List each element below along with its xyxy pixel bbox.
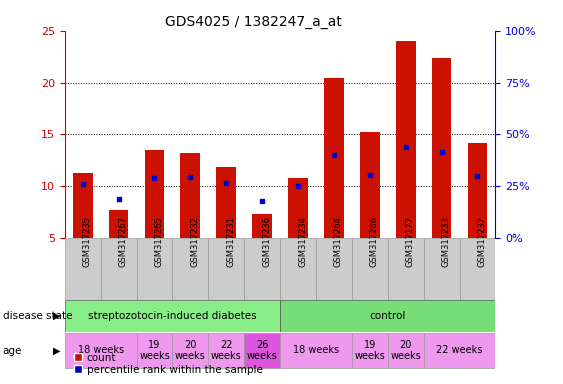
Text: GSM317266: GSM317266	[370, 216, 379, 266]
Bar	[65, 238, 101, 300]
Bar	[424, 238, 459, 300]
Text: ▶: ▶	[53, 311, 61, 321]
Bar	[65, 300, 280, 331]
Bar	[280, 333, 352, 368]
Text: GDS4025 / 1382247_a_at: GDS4025 / 1382247_a_at	[165, 15, 342, 29]
Text: GSM317231: GSM317231	[226, 216, 235, 266]
Text: 19
weeks: 19 weeks	[139, 339, 170, 361]
Text: GSM317177: GSM317177	[406, 216, 415, 266]
Bar	[396, 41, 415, 238]
Bar	[280, 238, 316, 300]
Bar	[172, 333, 208, 368]
Text: GSM317265: GSM317265	[154, 216, 163, 266]
Bar	[324, 78, 344, 238]
Text: 20
weeks: 20 weeks	[390, 339, 421, 361]
Bar	[360, 132, 379, 238]
Bar	[316, 238, 352, 300]
Bar	[388, 238, 424, 300]
Text: 26
weeks: 26 weeks	[247, 339, 278, 361]
Bar	[145, 150, 164, 238]
Text: GSM317236: GSM317236	[262, 216, 271, 266]
Bar	[288, 178, 308, 238]
Bar	[352, 333, 388, 368]
Text: 18 weeks: 18 weeks	[78, 345, 124, 356]
Bar	[468, 143, 488, 238]
Text: GSM317235: GSM317235	[83, 216, 92, 266]
Bar	[65, 333, 137, 368]
Bar	[101, 238, 137, 300]
Bar	[244, 238, 280, 300]
Text: 19
weeks: 19 weeks	[355, 339, 385, 361]
Text: GSM317264: GSM317264	[334, 216, 343, 266]
Bar	[181, 153, 200, 238]
Bar	[459, 238, 495, 300]
Legend: count, percentile rank within the sample: count, percentile rank within the sample	[70, 348, 267, 379]
Text: GSM317237: GSM317237	[477, 216, 486, 266]
Bar	[172, 238, 208, 300]
Bar	[388, 333, 424, 368]
Text: ▶: ▶	[53, 346, 61, 356]
Text: 22 weeks: 22 weeks	[436, 345, 482, 356]
Bar	[352, 238, 388, 300]
Text: 22
weeks: 22 weeks	[211, 339, 242, 361]
Text: 20
weeks: 20 weeks	[175, 339, 205, 361]
Bar	[208, 333, 244, 368]
Text: 18 weeks: 18 weeks	[293, 345, 339, 356]
Bar	[244, 333, 280, 368]
Bar	[208, 238, 244, 300]
Bar	[137, 333, 172, 368]
Text: GSM317233: GSM317233	[441, 216, 450, 266]
Text: disease state: disease state	[3, 311, 72, 321]
Bar	[252, 214, 272, 238]
Text: GSM317232: GSM317232	[190, 216, 199, 266]
Bar	[432, 58, 452, 238]
Text: control: control	[369, 311, 406, 321]
Bar	[280, 300, 495, 331]
Bar	[73, 173, 92, 238]
Text: GSM317267: GSM317267	[119, 216, 128, 266]
Text: age: age	[3, 346, 22, 356]
Bar	[216, 167, 236, 238]
Bar	[109, 210, 128, 238]
Text: GSM317234: GSM317234	[298, 216, 307, 266]
Bar	[137, 238, 172, 300]
Text: streptozotocin-induced diabetes: streptozotocin-induced diabetes	[88, 311, 257, 321]
Bar	[424, 333, 495, 368]
